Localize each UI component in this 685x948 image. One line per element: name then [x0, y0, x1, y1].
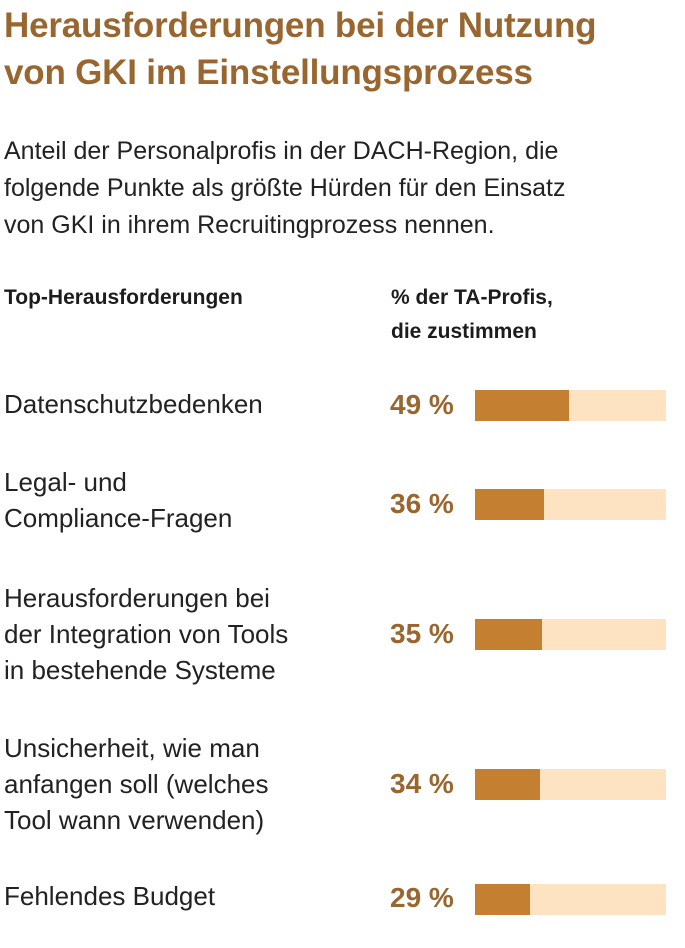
value-label-2: 36 % — [390, 488, 454, 519]
category-label-2-line-1: Legal- und — [4, 467, 127, 497]
category-label-3-line-1: Herausforderungen bei — [4, 583, 270, 613]
category-label-4-line-2: anfangen soll (welches — [4, 769, 269, 799]
chart-title-line-1: Herausforderungen bei der Nutzung — [4, 6, 597, 45]
value-label-3: 35 % — [390, 618, 454, 649]
column-header-challenges: Top-Herausforderungen — [4, 281, 243, 315]
column-header-percent-line-1: % der TA-Profis, — [391, 286, 553, 309]
bar-1 — [475, 390, 569, 421]
bar-3 — [475, 619, 542, 650]
chart-title: Herausforderungen bei der Nutzung von GK… — [4, 2, 679, 96]
value-label-4: 34 % — [390, 768, 454, 799]
category-label-3: Herausforderungen bei der Integration vo… — [4, 580, 374, 688]
category-label-4: Unsicherheit, wie man anfangen soll (wel… — [4, 730, 374, 838]
value-label-5: 29 % — [390, 882, 454, 913]
category-label-3-line-3: in bestehende Systeme — [4, 655, 276, 685]
bar-5 — [475, 884, 531, 915]
bar-track-4 — [475, 769, 666, 800]
chart-title-line-2: von GKI im Einstellungsprozess — [4, 53, 533, 92]
column-header-percent-line-2: die zustimmen — [391, 320, 537, 343]
bar-4 — [475, 769, 540, 800]
chart-subtitle-line-2: folgende Punkte als größte Hürden für de… — [4, 174, 566, 202]
category-label-2-line-2: Compliance-Fragen — [4, 503, 233, 533]
column-header-percent: % der TA-Profis, die zustimmen — [391, 281, 553, 349]
category-label-4-line-1: Unsicherheit, wie man — [4, 733, 260, 763]
category-label-5-line-1: Fehlendes Budget — [4, 881, 216, 911]
bar-track-2 — [475, 489, 666, 520]
column-header-challenges-line-1: Top-Herausforderungen — [4, 286, 243, 309]
category-label-1: Datenschutzbedenken — [4, 386, 374, 422]
bar-track-3 — [475, 619, 666, 650]
chart-subtitle-line-1: Anteil der Personalprofis in der DACH-Re… — [4, 137, 559, 165]
category-label-1-line-1: Datenschutzbedenken — [4, 389, 263, 419]
chart-subtitle: Anteil der Personalprofis in der DACH-Re… — [4, 133, 679, 244]
bar-track-5 — [475, 884, 666, 915]
bar-2 — [475, 489, 544, 520]
value-label-1: 49 % — [390, 389, 454, 420]
category-label-2: Legal- und Compliance-Fragen — [4, 464, 374, 536]
chart-subtitle-line-3: von GKI in ihrem Recruitingprozess nenne… — [4, 211, 495, 239]
category-label-4-line-3: Tool wann verwenden) — [4, 805, 265, 835]
category-label-3-line-2: der Integration von Tools — [4, 619, 289, 649]
bar-track-1 — [475, 390, 666, 421]
category-label-5: Fehlendes Budget — [4, 878, 374, 914]
